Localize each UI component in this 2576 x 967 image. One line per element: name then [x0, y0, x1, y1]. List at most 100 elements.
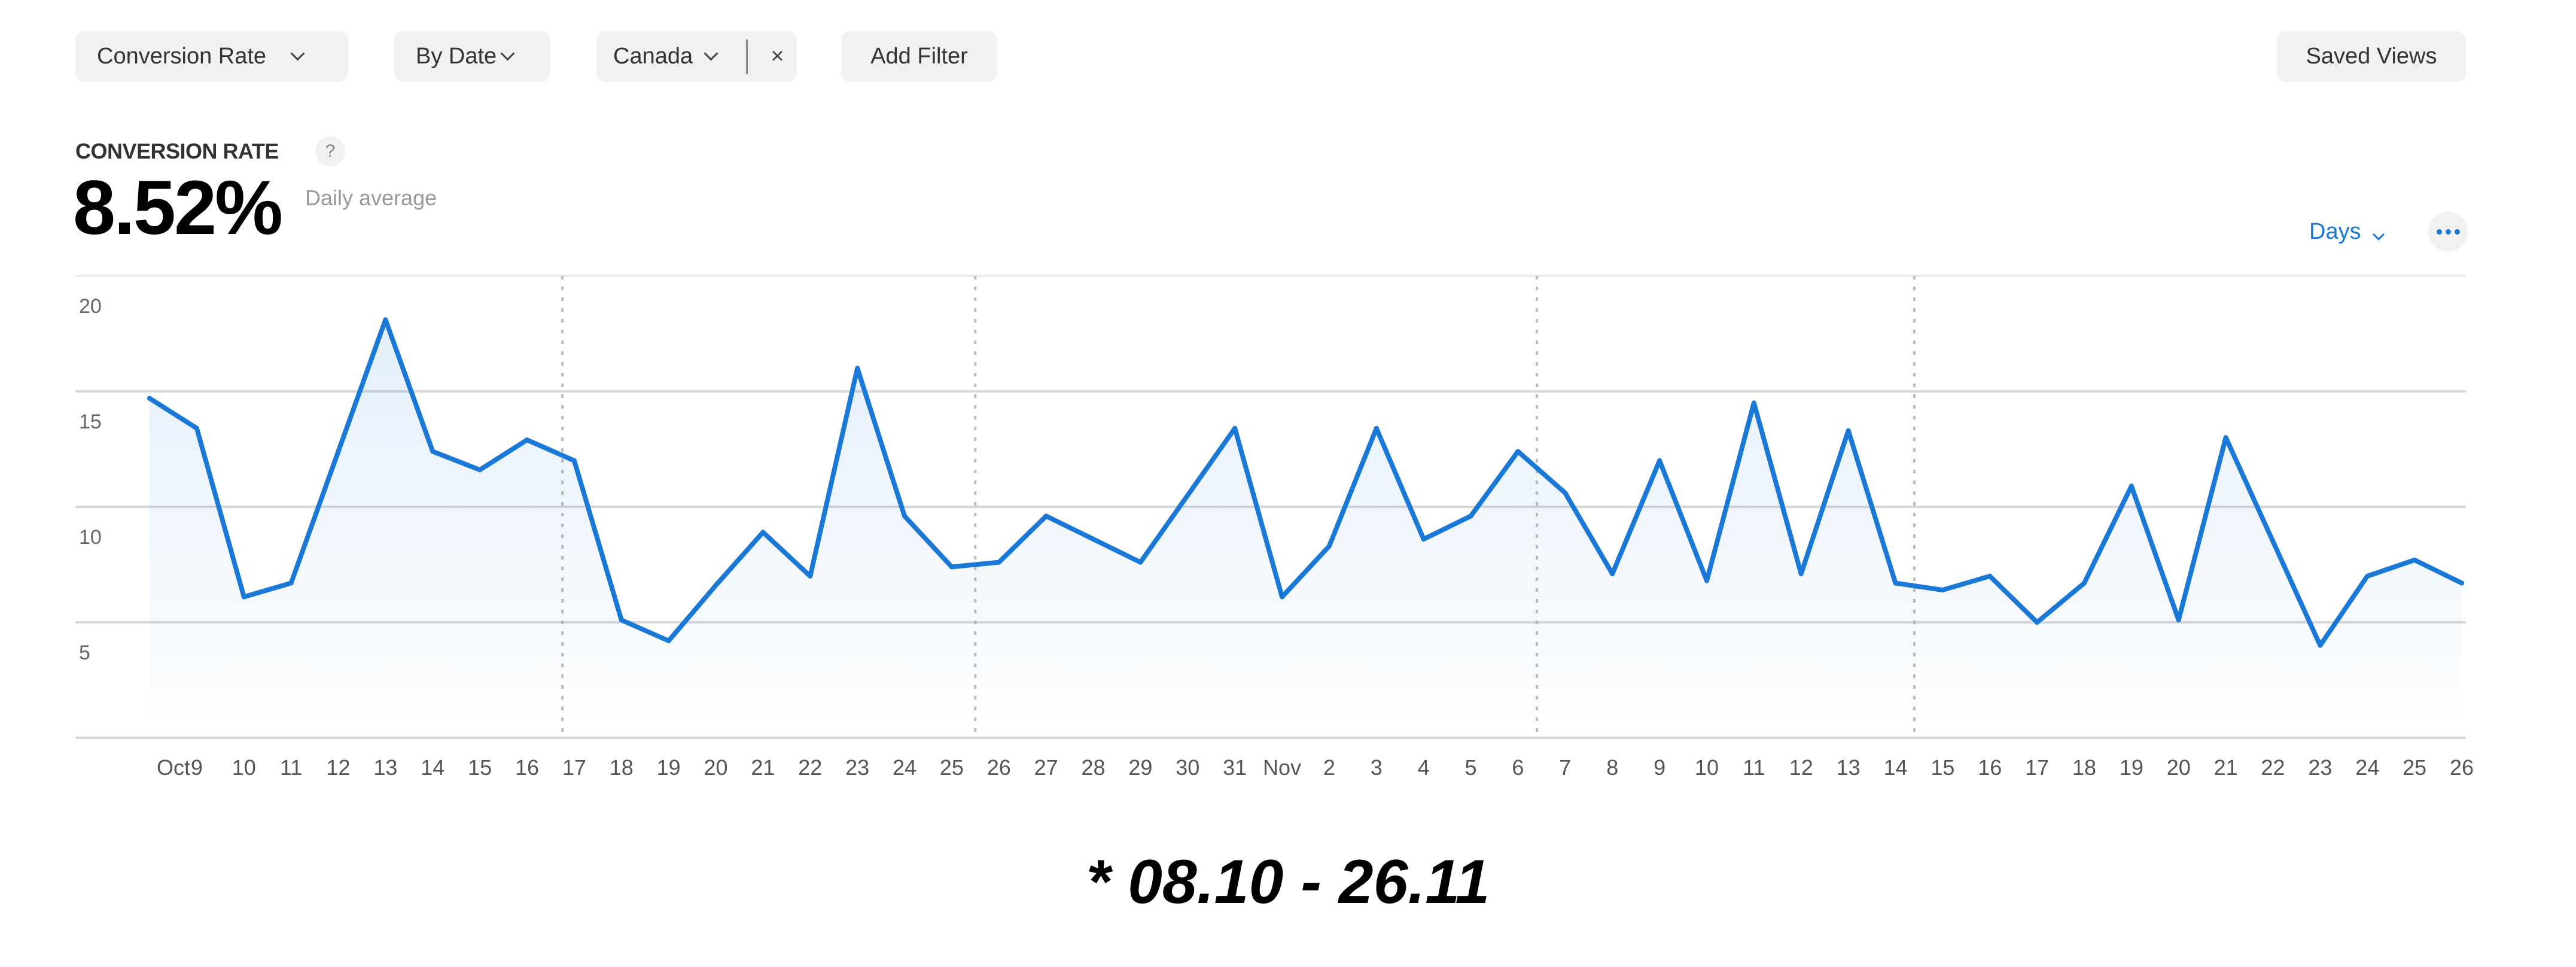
x-tick-label: 16	[1978, 755, 2002, 780]
data-point	[2270, 539, 2276, 544]
data-point	[949, 564, 954, 570]
data-point	[1421, 537, 1426, 542]
country-filter[interactable]: Canada ×	[596, 31, 797, 82]
x-tick-label: 31	[1223, 755, 1247, 780]
date-range-caption: * 08.10 - 26.11	[1086, 847, 1490, 917]
data-point	[2129, 484, 2134, 489]
data-point	[1091, 537, 1096, 542]
y-tick-label: 15	[79, 410, 102, 433]
data-point	[808, 573, 813, 579]
x-tick-label: 2	[1323, 755, 1335, 780]
data-point	[1610, 571, 1615, 576]
data-point	[1751, 400, 1756, 406]
data-point	[1280, 594, 1285, 600]
x-tick-label: 19	[2120, 755, 2143, 780]
saved-views-button[interactable]: Saved Views	[2277, 31, 2466, 82]
data-point	[1468, 513, 1473, 519]
x-tick-label: 18	[610, 755, 634, 780]
data-point	[336, 449, 341, 454]
data-point	[713, 583, 718, 588]
group-by-dropdown[interactable]: By Date	[394, 31, 550, 82]
data-point	[1798, 571, 1804, 576]
data-point	[477, 467, 483, 473]
area-fill	[150, 320, 2462, 714]
x-tick-label: 24	[2355, 755, 2379, 780]
x-tick-label: 8	[1606, 755, 1618, 780]
x-tick-label: 17	[562, 755, 586, 780]
country-filter-label: Canada	[613, 44, 693, 69]
x-tick-label: 9	[1654, 755, 1665, 780]
data-point	[288, 580, 294, 586]
data-point	[1846, 428, 1851, 433]
add-filter-button[interactable]: Add Filter	[841, 31, 997, 82]
x-tick-label: 11	[1743, 755, 1765, 780]
data-point	[1326, 543, 1332, 549]
series-line	[147, 317, 2464, 648]
data-point	[1940, 587, 1945, 592]
metric-title: CONVERSION RATE	[75, 139, 279, 163]
data-point	[1138, 559, 1143, 565]
data-point	[1893, 580, 1898, 586]
x-tick-label: 7	[1559, 755, 1571, 780]
x-tick-label: 12	[326, 755, 350, 780]
x-tick-label: 25	[2403, 755, 2426, 780]
data-point	[2365, 573, 2370, 579]
x-tick-label: 28	[1082, 755, 1106, 780]
x-tick-label: 30	[1176, 755, 1199, 780]
data-point	[1563, 490, 1568, 495]
more-options-button[interactable]	[2428, 212, 2468, 251]
close-icon[interactable]: ×	[771, 44, 784, 69]
data-point	[241, 594, 246, 600]
conversion-rate-chart: Oct 9 10 11 12 13 14 15 16 17 18 19 20 21 22 23 24 25 26 27…	[75, 275, 2474, 780]
data-point	[855, 366, 860, 371]
ellipsis-icon	[2436, 229, 2442, 235]
saved-views-label: Saved Views	[2306, 44, 2437, 69]
data-point	[666, 638, 671, 643]
x-tick-label: 25	[940, 755, 964, 780]
data-point	[1043, 513, 1049, 519]
x-tick-label: 24	[893, 755, 916, 780]
y-tick-label: 20	[79, 295, 102, 318]
data-point	[1515, 449, 1521, 454]
help-icon[interactable]: ?	[315, 136, 345, 166]
group-by-label: By Date	[416, 44, 497, 69]
data-point	[619, 618, 624, 623]
data-point	[2223, 435, 2228, 440]
granularity-label: Days	[2309, 219, 2361, 244]
metric-dropdown[interactable]: Conversion Rate	[75, 31, 348, 82]
x-tick-label: 10	[232, 755, 256, 780]
x-tick-label: 11	[280, 755, 302, 780]
data-point	[147, 396, 152, 401]
divider	[746, 39, 748, 74]
x-tick-label: 17	[2025, 755, 2049, 780]
x-tick-label: 26	[987, 755, 1011, 780]
x-tick-label: 10	[1695, 755, 1719, 780]
x-tick-label: 21	[2214, 755, 2238, 780]
x-tick-label: 13	[1837, 755, 1861, 780]
metric-sublabel: Daily average	[305, 186, 437, 210]
x-tick-label: 5	[1465, 755, 1477, 780]
x-tick-label: Oct	[157, 755, 190, 780]
data-point	[383, 317, 388, 323]
x-tick-label: 14	[421, 755, 444, 780]
data-point	[2081, 580, 2087, 586]
granularity-dropdown[interactable]: Days	[2309, 219, 2385, 245]
y-tick-label: 10	[79, 526, 102, 549]
data-point	[525, 437, 530, 443]
x-tick-label: 21	[751, 755, 775, 780]
x-tick-label: 4	[1418, 755, 1430, 780]
data-point	[1232, 425, 1238, 431]
x-tick-label: 12	[1789, 755, 1813, 780]
x-tick-label: 15	[1931, 755, 1954, 780]
x-tick-label: 27	[1034, 755, 1058, 780]
x-tick-label: 9	[191, 755, 203, 780]
data-point	[1185, 492, 1190, 498]
data-point	[996, 559, 1001, 565]
x-tick-label: 15	[468, 755, 492, 780]
data-point	[194, 425, 199, 431]
x-tick-label: 23	[845, 755, 869, 780]
data-point	[1704, 578, 1709, 583]
ellipsis-icon	[2454, 229, 2460, 235]
x-tick-label: 22	[2261, 755, 2285, 780]
x-tick-label: 18	[2072, 755, 2096, 780]
